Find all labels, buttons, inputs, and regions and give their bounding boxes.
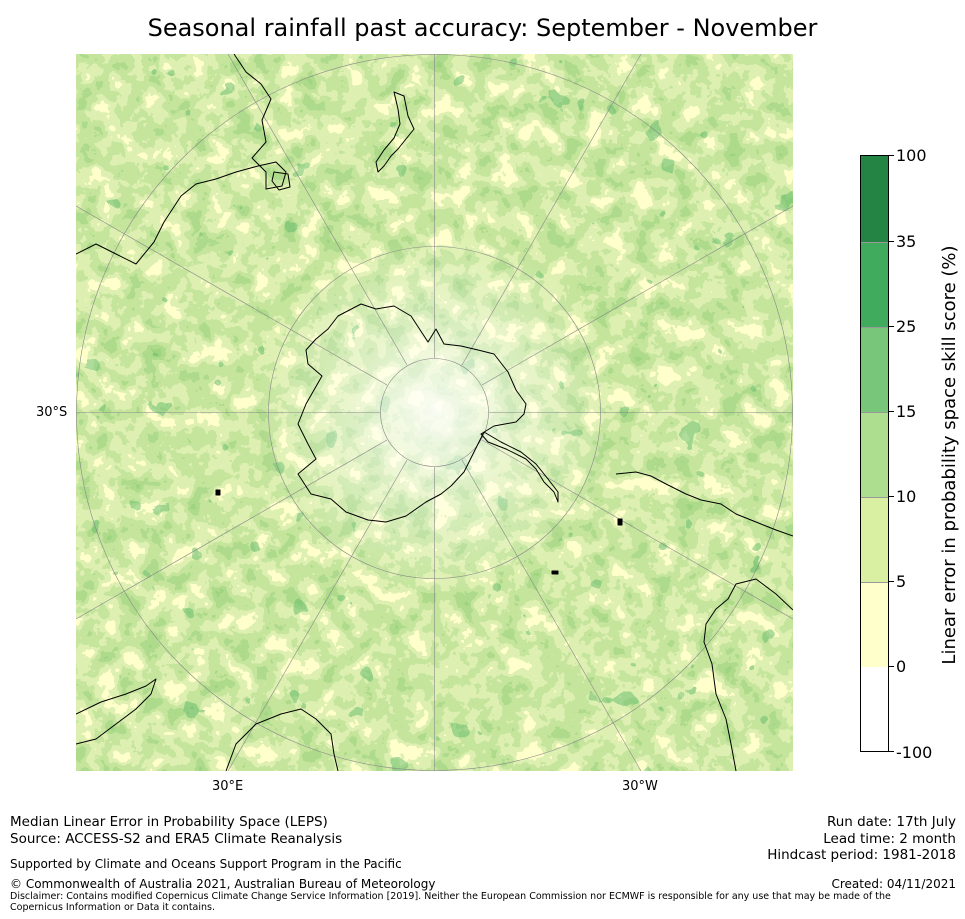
africa-coast-2 — [225, 708, 339, 771]
colorbar-tick — [889, 411, 894, 412]
footer-run-date: Run date: 17th July — [826, 814, 956, 830]
colorbar-band-0-5 — [861, 582, 888, 667]
colorbar-label: 15 — [896, 402, 917, 421]
colorbar-tick — [889, 155, 894, 156]
graticule — [76, 54, 793, 771]
colorbar-band-25-35 — [861, 242, 888, 327]
colorbar-title: Linear error in probability space skill … — [939, 245, 960, 665]
colorbar — [860, 155, 889, 752]
lat-circle-75s — [380, 358, 489, 467]
colorbar-band-neg100-0 — [861, 667, 888, 751]
tasmania-coast — [271, 171, 291, 191]
footer-disclaimer: Disclaimer: Contains modified Copernicus… — [10, 891, 891, 913]
meridian — [461, 459, 642, 771]
colorbar-label: 25 — [896, 317, 917, 336]
map-canvas[interactable] — [76, 54, 793, 771]
lon-label-30w: 30°W — [622, 779, 658, 794]
footer-source: Source: ACCESS-S2 and ERA5 Climate Reana… — [10, 831, 343, 847]
colorbar-tick — [889, 326, 894, 327]
polar-skill-map[interactable] — [76, 54, 793, 771]
coastlines — [76, 54, 793, 771]
footer-hindcast: Hindcast period: 1981-2018 — [767, 847, 956, 863]
meridian — [76, 205, 388, 386]
colorbar-tick — [889, 496, 894, 497]
africa-coast — [76, 678, 157, 745]
footer-support: Supported by Climate and Oceans Support … — [10, 857, 402, 871]
meridian — [227, 459, 408, 771]
colorbar-band-35-100 — [861, 156, 888, 242]
lon-label-30e: 30°E — [212, 779, 244, 794]
colorbar-tick — [889, 241, 894, 242]
page-title: Seasonal rainfall past accuracy: Septemb… — [147, 14, 818, 42]
meridian — [481, 205, 793, 386]
island — [215, 489, 221, 496]
new-zealand-coast — [375, 91, 415, 173]
footer-created: Created: 04/11/2021 — [831, 877, 956, 891]
south-america-coast — [615, 471, 793, 537]
footer-lead-time: Lead time: 2 month — [823, 831, 956, 847]
meridian — [76, 439, 388, 620]
colorbar-tick — [889, 666, 894, 667]
footer-copyright: © Commonwealth of Australia 2021, Austra… — [10, 877, 436, 891]
colorbar-band-5-10 — [861, 497, 888, 582]
antarctica-coast — [297, 303, 559, 523]
colorbar-label: 5 — [896, 572, 907, 591]
footer-method: Median Linear Error in Probability Space… — [10, 814, 328, 830]
meridian — [461, 54, 642, 366]
island — [551, 570, 559, 575]
colorbar-label: 10 — [896, 487, 917, 506]
meridian — [481, 439, 793, 620]
meridian — [227, 54, 408, 366]
lat-label-30s: 30°S — [36, 405, 68, 420]
south-america-tip — [703, 578, 793, 771]
colorbar-band-15-25 — [861, 327, 888, 412]
australia-coast — [76, 54, 287, 265]
colorbar-tick — [889, 751, 894, 752]
colorbar-band-10-15 — [861, 412, 888, 497]
colorbar-label: -100 — [896, 743, 933, 762]
colorbar-tick — [889, 581, 894, 582]
colorbar-label: 0 — [896, 657, 907, 676]
colorbar-label: 100 — [896, 146, 927, 165]
island — [617, 518, 623, 526]
colorbar-label: 35 — [896, 232, 917, 251]
